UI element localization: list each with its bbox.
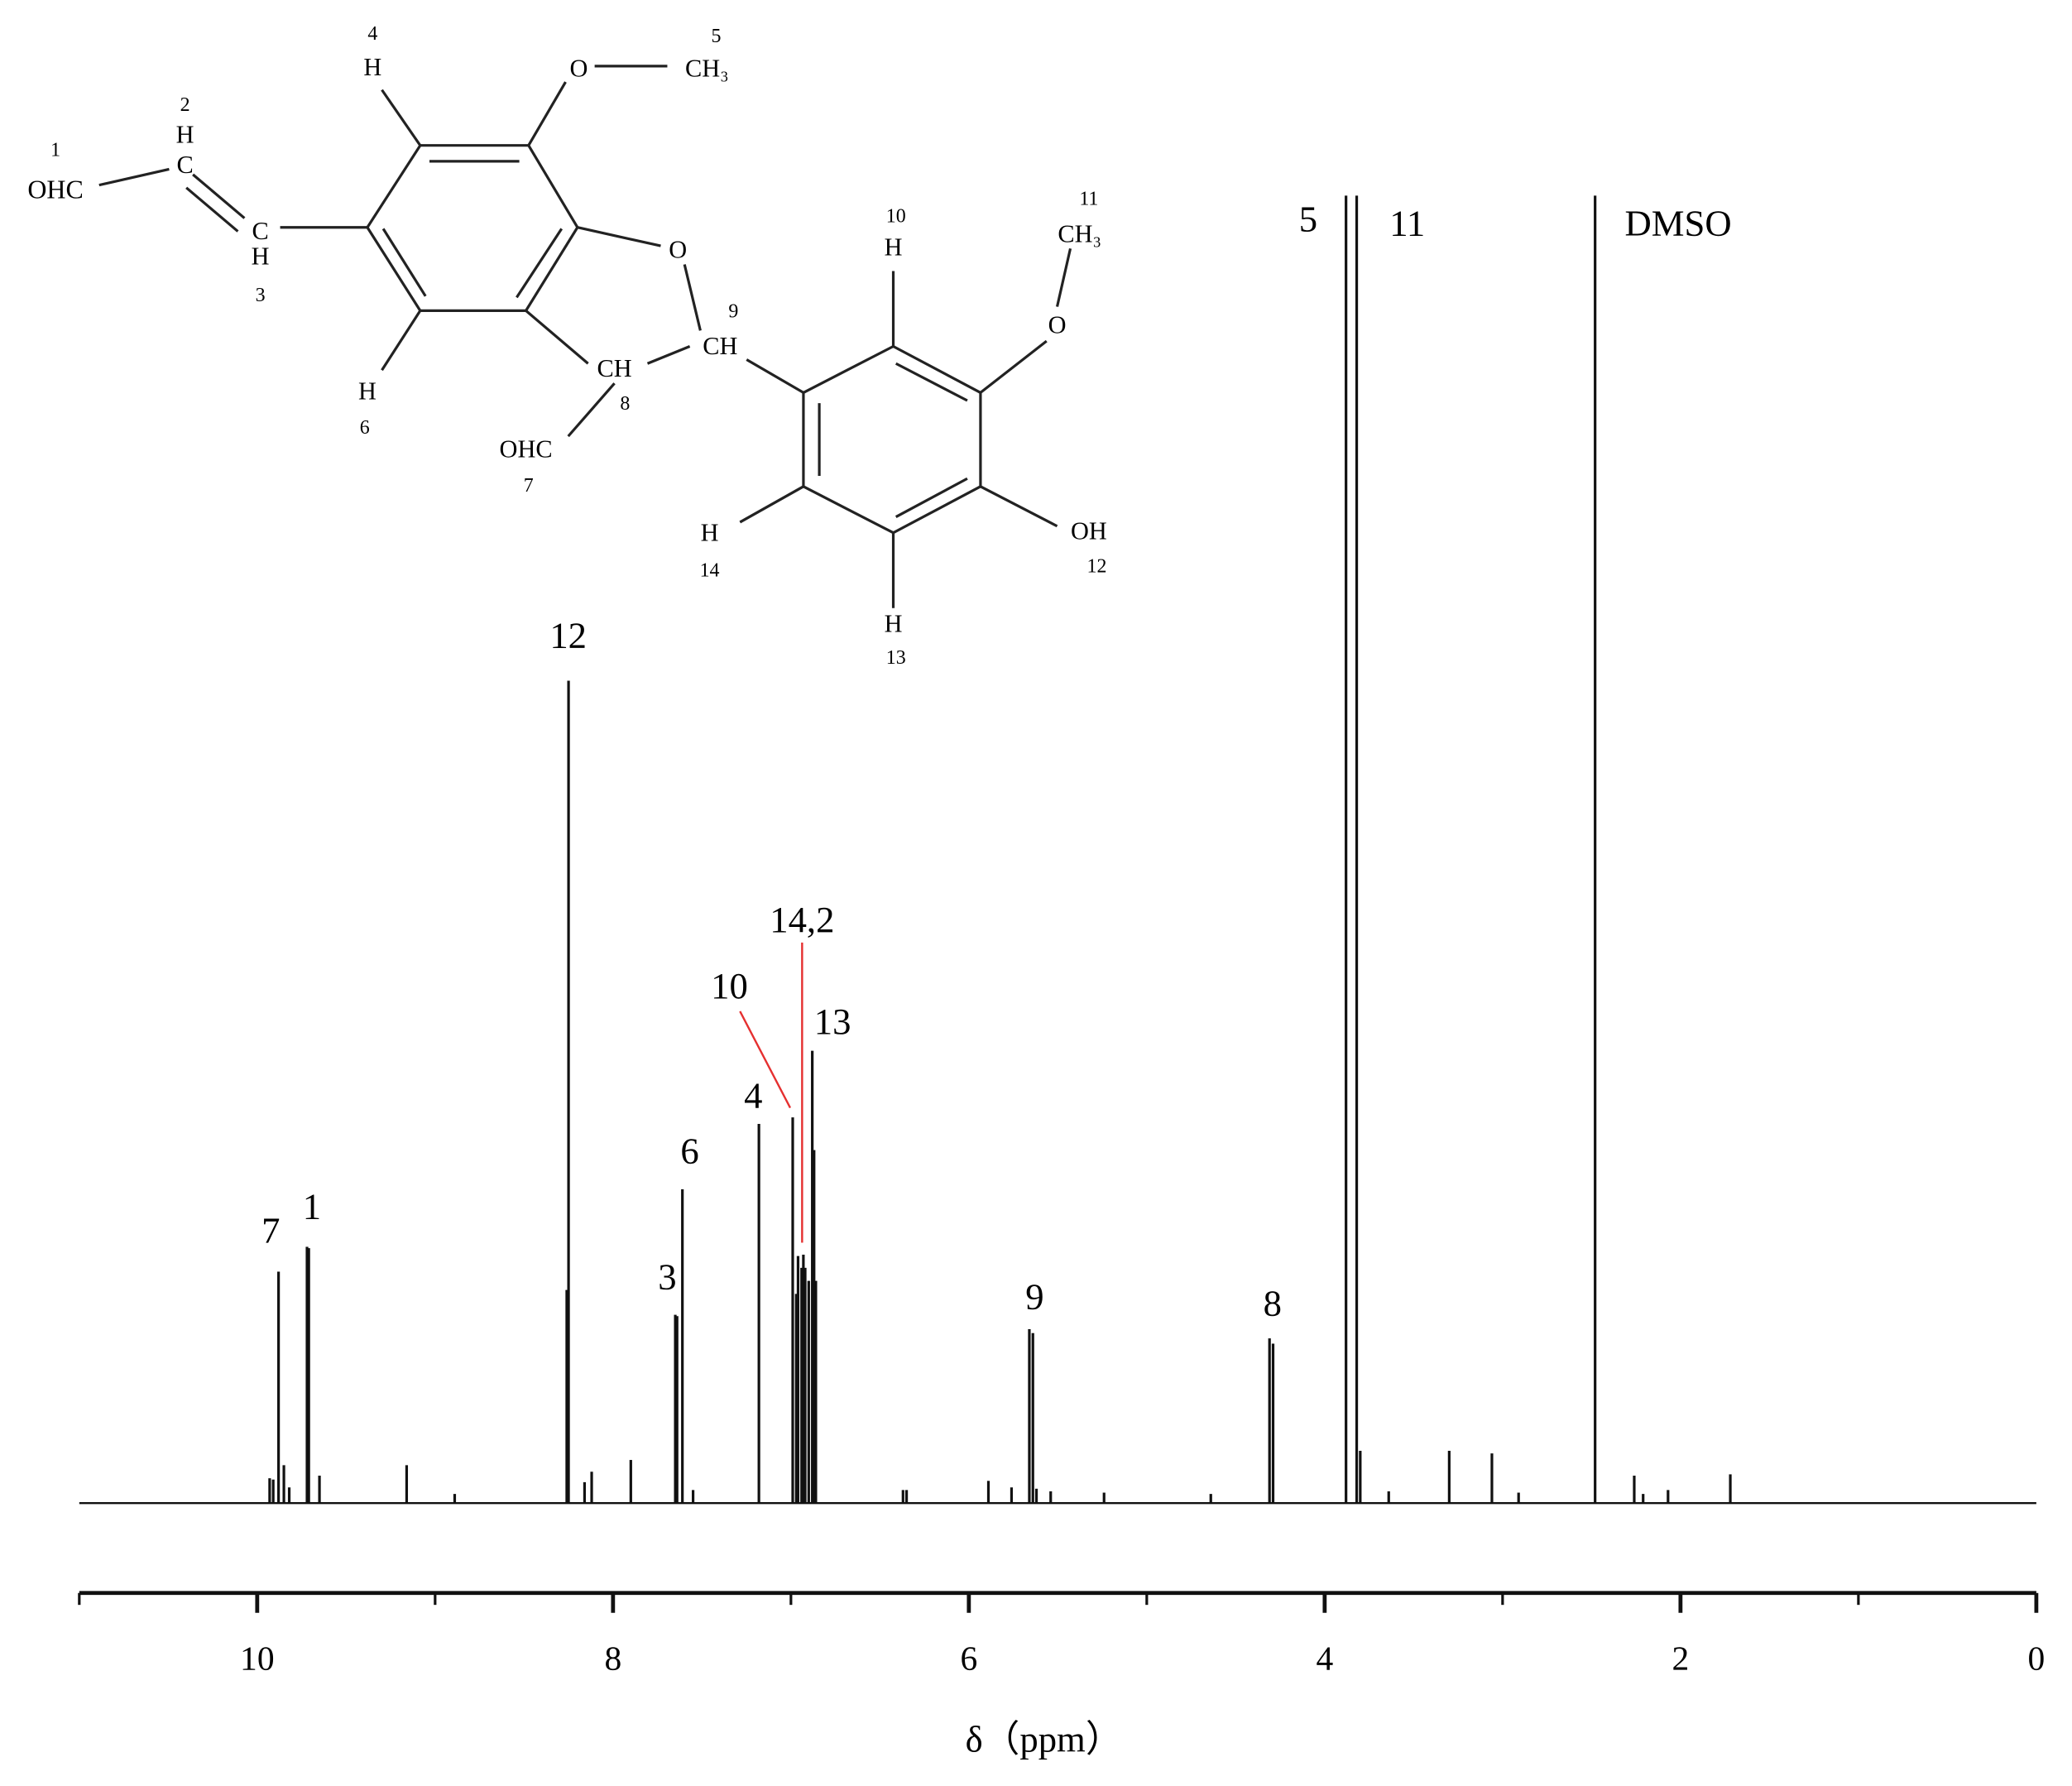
peak-label: 5 [1299, 199, 1317, 240]
atom-label: CH [703, 332, 737, 360]
atom-label: H [358, 377, 377, 405]
atom-label: CH [597, 354, 632, 382]
peak-label: DMSO [1625, 202, 1732, 243]
atom-label: 7 [524, 475, 534, 497]
x-tick-label: 2 [1672, 1639, 1689, 1677]
peak-label: 6 [680, 1131, 698, 1172]
atom-label: 2 [180, 94, 190, 116]
atom-label: 12 [1086, 556, 1106, 578]
atom-label: CH₃ [1058, 219, 1101, 247]
atom-label: 14 [700, 559, 720, 581]
peak-label: 12 [549, 615, 587, 656]
structure-bonds [98, 65, 1072, 608]
atom-label: OHC [500, 435, 553, 463]
atom-label: O [669, 235, 687, 263]
atom-label: H [176, 121, 194, 149]
peak-label: 4 [744, 1075, 762, 1116]
atom-label: OHC [27, 175, 83, 204]
x-axis-title: δ（ppm） [966, 1718, 1123, 1760]
atom-label: 10 [886, 205, 906, 227]
peak-label: 8 [1264, 1282, 1282, 1323]
peak-label: 13 [814, 1001, 851, 1042]
atom-label: OH [1071, 517, 1107, 545]
peak-label: 10 [711, 965, 748, 1006]
x-tick-label: 4 [1316, 1639, 1333, 1677]
atom-label: 9 [728, 300, 738, 322]
atom-label: CH₃ [685, 55, 729, 83]
atom-label: 6 [360, 417, 370, 439]
x-tick-label: 10 [240, 1639, 275, 1677]
peak-label: 14,2 [770, 899, 834, 940]
atom-label: H [885, 610, 903, 638]
x-tick-label: 8 [604, 1639, 621, 1677]
atom-label: 11 [1079, 189, 1098, 210]
atom-label: 1 [50, 139, 60, 161]
atom-label: C [176, 151, 193, 179]
peak-label: 9 [1025, 1275, 1043, 1317]
atom-label: 5 [712, 26, 722, 47]
atom-label: H [885, 233, 903, 261]
atom-label: H [363, 53, 381, 81]
atom-label: 8 [620, 393, 630, 415]
peak-label: 11 [1389, 202, 1425, 243]
x-tick-label: 6 [960, 1639, 977, 1677]
leader-line [739, 1011, 792, 1109]
atom-label: H [701, 518, 719, 546]
atom-label: C [252, 217, 268, 245]
atom-label: 13 [886, 647, 906, 669]
peak-label: 7 [261, 1209, 280, 1251]
x-tick-label: 0 [2028, 1639, 2046, 1677]
atom-label: 4 [367, 23, 377, 45]
peak-label: 3 [658, 1255, 676, 1297]
atom-label: H [252, 242, 270, 270]
atom-label: O [570, 55, 588, 83]
atom-label: 3 [256, 285, 266, 306]
peak-label: 1 [303, 1186, 321, 1227]
atom-label: O [1048, 311, 1067, 339]
